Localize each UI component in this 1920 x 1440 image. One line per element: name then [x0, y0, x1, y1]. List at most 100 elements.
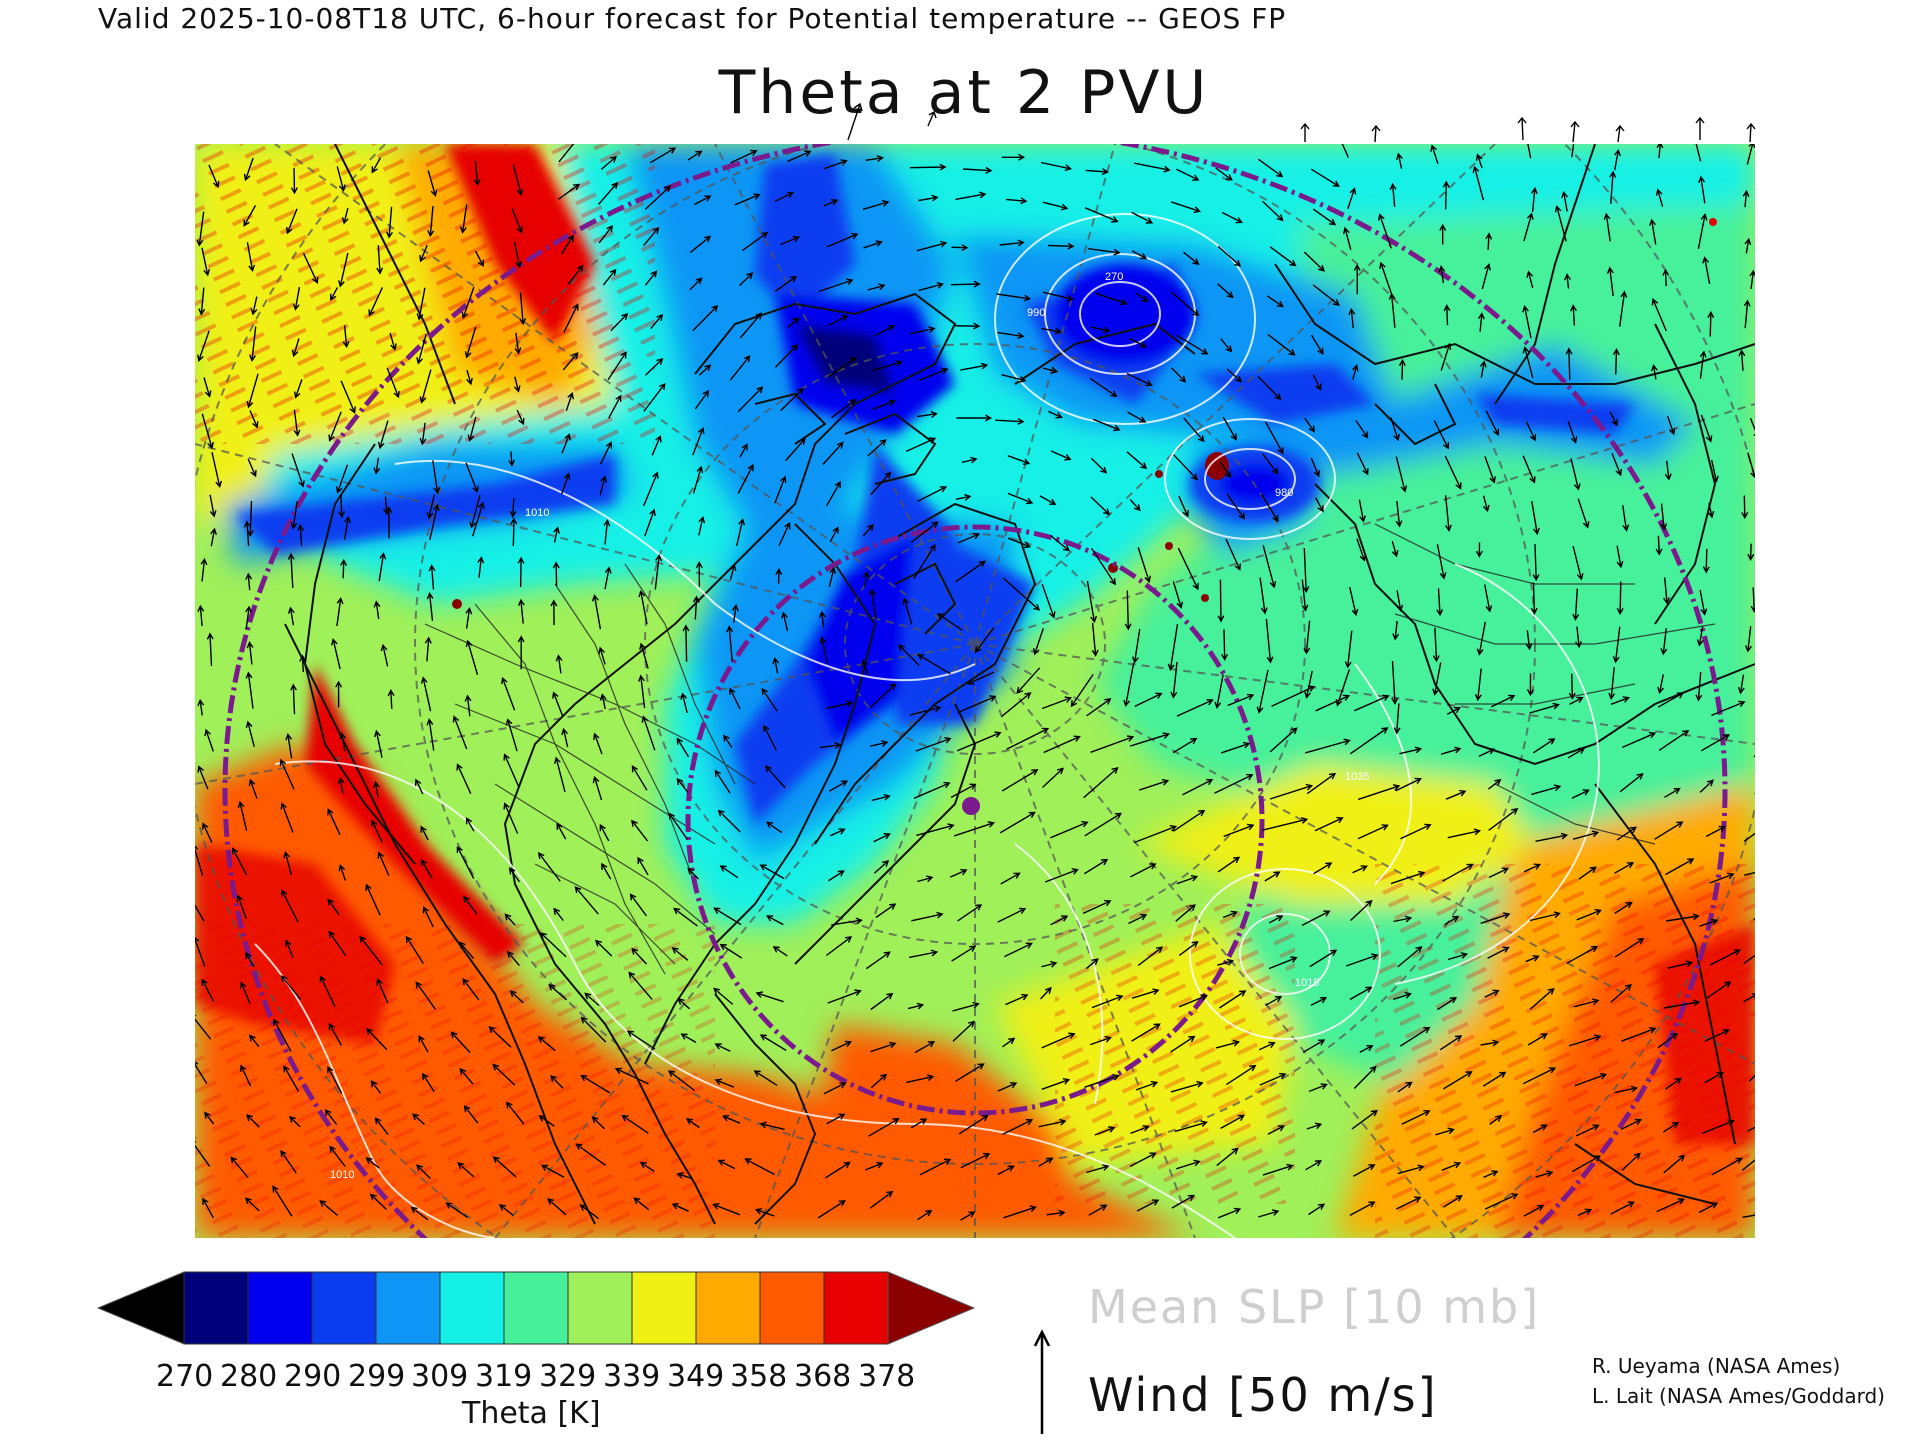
slp-legend-label: Mean SLP [10 mb] — [1088, 1280, 1541, 1334]
wind-arrow — [517, 556, 525, 588]
wind-arrow — [1170, 1080, 1204, 1093]
wind-arrow — [1522, 346, 1534, 379]
wind-arrow — [1709, 949, 1741, 966]
colorbar-segment — [823, 1271, 889, 1345]
wind-arrow — [1342, 226, 1352, 250]
wind-arrow — [1442, 180, 1450, 210]
wind-arrow — [422, 906, 434, 928]
wind-arrow — [327, 898, 340, 916]
wind-arrow — [319, 975, 336, 1007]
wind-arrow — [872, 360, 903, 372]
wind-arrow — [1091, 994, 1124, 1009]
wind-arrow — [243, 520, 251, 547]
wind-arrow — [1005, 197, 1028, 205]
wind-arrow — [729, 355, 751, 381]
wind-arrow — [1357, 784, 1401, 801]
wind-arrow — [195, 904, 205, 922]
colorbar-segment — [183, 1271, 249, 1345]
wind-arrow — [1444, 915, 1460, 926]
colorbar-segments — [96, 1271, 976, 1345]
wind-arrow — [368, 287, 384, 317]
wind-arrow — [1038, 1118, 1067, 1128]
wind-arrow — [906, 1074, 935, 1084]
wind-arrow — [785, 437, 806, 462]
wind-arrow — [1484, 456, 1496, 484]
wind-arrow — [644, 185, 672, 210]
wind-arrow — [1268, 915, 1284, 924]
wind-arrow — [230, 1156, 249, 1179]
credit-line-2: L. Lait (NASA Ames/Goddard) — [1592, 1384, 1885, 1408]
colorbar-segment — [247, 1271, 313, 1345]
wind-arrow — [610, 312, 629, 332]
wind-arrow — [1348, 307, 1356, 329]
wind-arrow — [1614, 862, 1635, 874]
colorbar-tick-label: 358 — [730, 1359, 788, 1394]
slp-contour-labels: 990 270 980 1010 1010 1035 1015 — [330, 271, 1369, 1181]
wind-arrow — [1707, 503, 1715, 519]
wind-arrow — [1695, 671, 1703, 702]
wind-arrow — [250, 296, 258, 316]
wind-arrow — [951, 945, 977, 962]
wind-arrow — [1610, 696, 1630, 705]
wind-arrow — [754, 1208, 775, 1217]
wind-arrow — [1215, 167, 1233, 181]
wind-arrow — [279, 758, 295, 790]
wind-arrow — [1134, 162, 1171, 173]
wind-arrow — [1526, 270, 1534, 289]
wind-arrow — [1041, 960, 1058, 968]
wind-arrow — [335, 680, 343, 708]
wind-arrow — [474, 250, 485, 267]
wind-arrow — [1616, 581, 1624, 616]
wind-arrow — [874, 325, 896, 337]
wind-arrow — [1442, 863, 1474, 882]
wind-arrow — [1446, 706, 1461, 715]
wind-arrow — [1523, 863, 1542, 873]
wind-arrow — [1614, 901, 1633, 914]
colorbar-tick-label: 349 — [667, 1359, 725, 1394]
wind-arrow — [1614, 1085, 1638, 1094]
wind-arrow — [201, 978, 215, 1002]
wind-arrow — [1264, 871, 1281, 882]
wind-arrow — [775, 567, 783, 584]
wind-arrow — [552, 691, 564, 718]
wind-arrow — [1701, 1119, 1735, 1135]
wind-arrow — [631, 765, 648, 791]
colorbar-segment — [631, 1271, 697, 1345]
wind-arrow — [1083, 858, 1109, 875]
wind-arrow — [410, 1206, 429, 1221]
wind-arrow — [1353, 263, 1361, 295]
wind-arrow — [1532, 1124, 1548, 1134]
wind-arrow — [645, 357, 664, 376]
wind-arrow — [962, 166, 993, 174]
wind-arrow — [1554, 205, 1567, 242]
wind-arrow — [209, 494, 217, 518]
wind-arrow — [695, 561, 703, 587]
wind-arrow — [200, 557, 208, 582]
wind-arrow — [1472, 165, 1485, 201]
wind-arrow — [823, 1082, 847, 1095]
wind-arrow — [1702, 256, 1711, 285]
wind-arrow — [1569, 696, 1584, 705]
wind-arrow — [465, 817, 475, 832]
warm-streaks-east — [1375, 864, 1755, 1238]
wind-arrow — [1257, 376, 1282, 401]
wind-arrow — [1222, 910, 1238, 919]
wind-arrow — [579, 1204, 600, 1220]
wind-arrow — [1704, 1072, 1724, 1084]
wind-arrow — [1183, 251, 1200, 266]
wind-arrow — [1658, 729, 1690, 751]
wind-arrow — [1304, 670, 1313, 699]
wind-arrow — [1711, 459, 1719, 483]
wind-arrow — [1697, 213, 1708, 250]
wind-arrow — [465, 607, 473, 629]
wind-arrow — [1050, 450, 1072, 461]
wind-arrow — [1619, 290, 1628, 327]
slp-label: 1035 — [1345, 771, 1369, 783]
wind-arrow — [328, 411, 342, 442]
wind-arrow — [1358, 499, 1366, 523]
wind-arrow — [1749, 269, 1755, 290]
wind-arrow — [1016, 667, 1041, 694]
wind-arrow — [712, 1203, 741, 1216]
wind-arrow — [1568, 1034, 1602, 1047]
wind-arrow — [753, 1070, 778, 1086]
